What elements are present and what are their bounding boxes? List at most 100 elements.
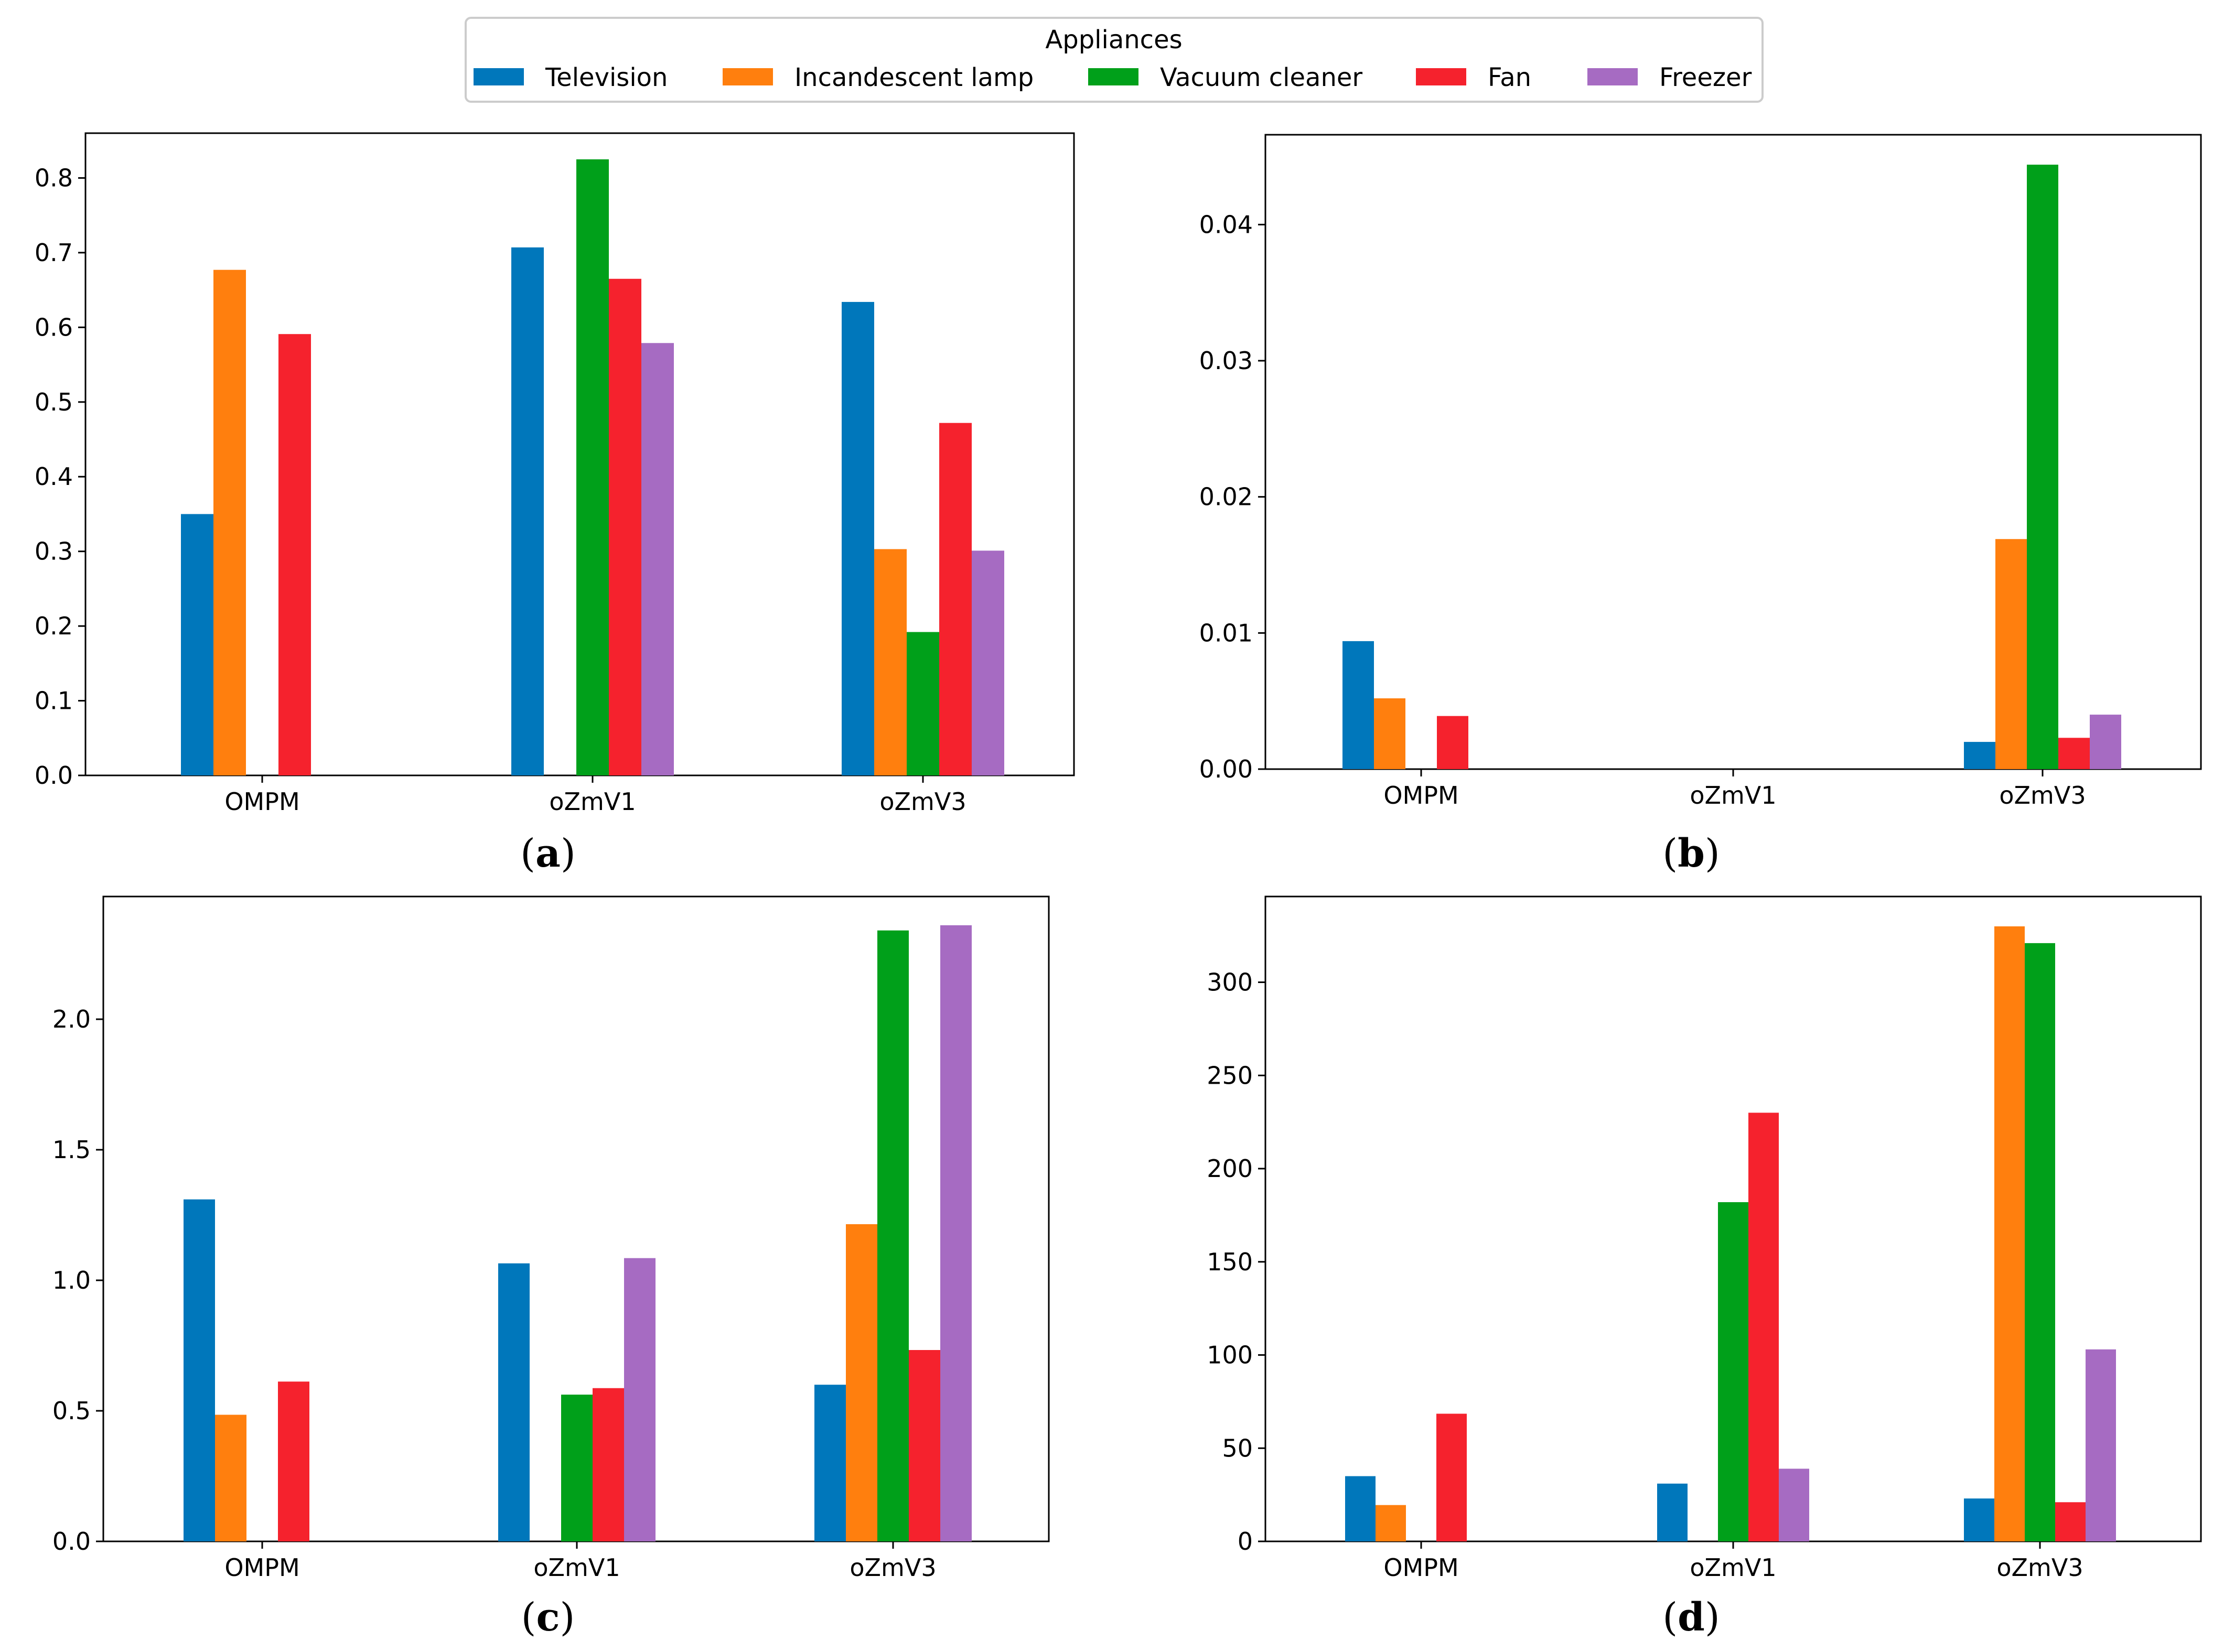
bar-fan-ozmv3 [2058, 738, 2090, 769]
y-tick-label: 0.0 [52, 1527, 91, 1556]
panel-d-bars [1345, 926, 2116, 1541]
panel-b-bars [1342, 165, 2121, 770]
bar-fan-ompm [1436, 1413, 1467, 1541]
bar-freezer-ozmv3 [2086, 1349, 2116, 1541]
legend-title: Appliances [1045, 25, 1182, 55]
bar-incandescent-lamp-ozmv3 [874, 549, 907, 775]
bar-fan-ompm [1437, 716, 1468, 769]
bar-incandescent-lamp-ompm [1374, 698, 1405, 769]
panel-c: 0.0 0.5 1.0 1.5 2.0 OMPM oZmV1 oZmV3 (c) [52, 895, 1050, 1640]
bar-television-ozmv3 [814, 1385, 846, 1541]
panel-a: 0.0 0.1 0.2 0.3 0.4 0.5 0.6 0.7 0.8 OMPM oZmV1 oZm… [35, 132, 1075, 876]
y-tick-label: 0.02 [1199, 483, 1253, 511]
panel-d: 0 50 100 150 200 250 300 OMPM oZmV1 oZmV3 (d) [1207, 895, 2202, 1640]
panel-a-y-axis: 0.0 0.1 0.2 0.3 0.4 0.5 0.6 0.7 0.8 [35, 164, 85, 790]
legend-swatch-television [474, 68, 524, 85]
y-tick-label: 0.01 [1199, 619, 1253, 647]
bar-television-ompm [184, 1199, 215, 1541]
y-tick-label: 250 [1207, 1061, 1253, 1089]
bar-television-ompm [1345, 1476, 1376, 1541]
panel-b-y-axis: 0.00 0.01 0.02 0.03 0.04 [1199, 210, 1265, 783]
x-tick-label-ozmv3: oZmV3 [879, 787, 966, 816]
bar-incandescent-lamp-ozmv3 [1994, 926, 2025, 1541]
y-tick-label: 0.8 [35, 164, 73, 192]
panel-d-caption: (d) [1662, 1595, 1720, 1640]
bar-fan-ompm [278, 1381, 309, 1541]
y-tick-label: 1.5 [52, 1136, 91, 1164]
bar-freezer-ozmv3 [2090, 715, 2121, 769]
bar-fan-ozmv1 [593, 1388, 624, 1541]
bar-television-ompm [1342, 641, 1374, 769]
y-tick-label: 0.04 [1199, 210, 1253, 239]
x-tick-label-ozmv1: oZmV1 [1690, 781, 1776, 809]
y-tick-label: 50 [1222, 1434, 1253, 1462]
bar-freezer-ozmv1 [641, 343, 674, 775]
bar-fan-ozmv3 [2055, 1502, 2086, 1541]
legend-swatch-incandescent-lamp [723, 68, 773, 85]
bar-freezer-ozmv3 [972, 550, 1004, 776]
bar-fan-ozmv1 [609, 278, 641, 775]
y-tick-label: 2.0 [52, 1005, 91, 1033]
bar-vacuum-cleaner-ozmv3 [907, 632, 939, 775]
panel-b-plot-frame [1264, 134, 2202, 770]
x-tick-label-ompm: OMPM [224, 787, 299, 816]
y-tick-label: 100 [1207, 1341, 1253, 1369]
legend-swatch-freezer [1587, 68, 1638, 85]
legend-label-freezer: Freezer [1659, 63, 1752, 92]
y-tick-label: 300 [1207, 968, 1253, 997]
y-tick-label: 0.4 [35, 462, 73, 491]
x-tick-label-ompm: OMPM [1383, 1553, 1458, 1582]
x-tick-label-ozmv3: oZmV3 [850, 1553, 936, 1582]
legend: Appliances Television Incandescent lamp Va… [465, 17, 1764, 103]
panel-a-bars [181, 159, 1004, 776]
y-tick-label: 0.00 [1199, 755, 1253, 783]
panel-a-caption: (a) [520, 831, 576, 876]
y-tick-label: 0.0 [35, 761, 73, 790]
y-tick-label: 0 [1238, 1527, 1253, 1556]
bar-vacuum-cleaner-ozmv3 [877, 930, 909, 1541]
y-tick-label: 0.1 [35, 687, 73, 715]
bar-television-ozmv1 [498, 1263, 530, 1541]
y-tick-label: 1.0 [52, 1266, 91, 1294]
x-tick-label-ozmv1: oZmV1 [549, 787, 636, 816]
panel-a-x-axis: OMPM oZmV1 oZmV3 [224, 775, 966, 816]
y-tick-label: 0.5 [52, 1397, 91, 1425]
x-tick-label-ozmv3: oZmV3 [1999, 781, 2086, 809]
x-tick-label-ozmv3: oZmV3 [1996, 1553, 2083, 1582]
bar-fan-ompm [278, 334, 311, 775]
y-tick-label: 0.7 [35, 239, 73, 267]
panel-c-bars [184, 925, 972, 1541]
panel-b-x-axis: OMPM oZmV1 oZmV3 [1383, 769, 2086, 809]
bar-freezer-ozmv1 [624, 1258, 656, 1541]
panel-c-x-axis: OMPM oZmV1 oZmV3 [224, 1541, 937, 1582]
bar-incandescent-lamp-ozmv3 [846, 1224, 877, 1541]
bar-freezer-ozmv1 [1779, 1469, 1809, 1541]
bar-vacuum-cleaner-ozmv1 [576, 159, 609, 775]
y-tick-label: 0.2 [35, 612, 73, 640]
y-tick-label: 0.5 [35, 388, 73, 416]
bar-television-ozmv3 [842, 301, 874, 775]
bar-incandescent-lamp-ompm [1376, 1505, 1406, 1541]
bar-vacuum-cleaner-ozmv1 [561, 1395, 593, 1541]
bar-incandescent-lamp-ozmv3 [1995, 539, 2027, 769]
legend-label-television: Television [545, 63, 668, 92]
legend-label-vacuum-cleaner: Vacuum cleaner [1160, 63, 1362, 92]
x-tick-label-ompm: OMPM [224, 1553, 299, 1582]
y-tick-label: 0.3 [35, 537, 73, 566]
y-tick-label: 0.6 [35, 313, 73, 341]
x-tick-label-ozmv1: oZmV1 [533, 1553, 620, 1582]
legend-swatch-fan [1416, 68, 1466, 85]
bar-incandescent-lamp-ompm [215, 1415, 246, 1541]
legend-swatch-vacuum-cleaner [1088, 68, 1138, 85]
x-tick-label-ozmv1: oZmV1 [1690, 1553, 1776, 1582]
panel-c-caption: (c) [521, 1595, 575, 1640]
bar-television-ompm [181, 514, 213, 775]
bar-vacuum-cleaner-ozmv3 [2025, 943, 2055, 1541]
legend-entries: Television Incandescent lamp Vacuum cleane… [474, 63, 1752, 92]
bar-fan-ozmv3 [909, 1350, 940, 1541]
bar-incandescent-lamp-ompm [213, 269, 246, 775]
y-tick-label: 200 [1207, 1154, 1253, 1183]
y-tick-label: 0.03 [1199, 347, 1253, 375]
bar-vacuum-cleaner-ozmv3 [2027, 165, 2058, 770]
